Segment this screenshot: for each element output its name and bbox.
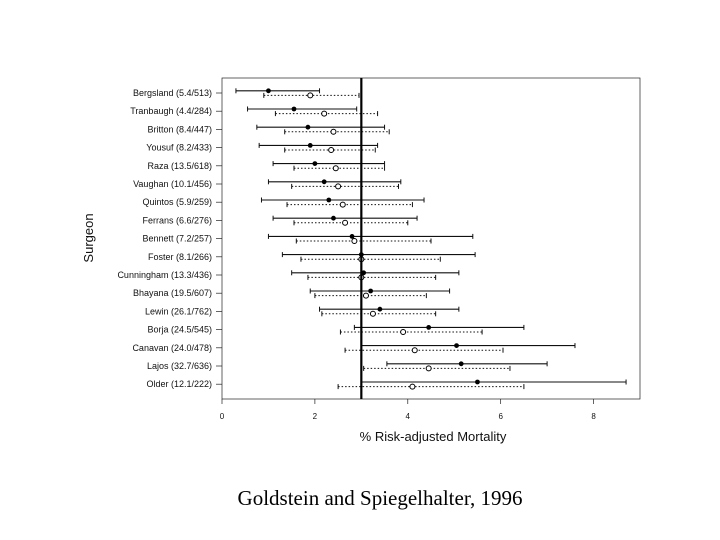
raw-estimate-point	[475, 379, 480, 385]
surgeon-row: Britton (8.4/447)	[147, 124, 390, 135]
raw-estimate-point	[426, 325, 432, 330]
adjusted-estimate-point	[328, 147, 335, 153]
adjusted-estimate-point	[362, 292, 369, 299]
raw-estimate-point	[312, 161, 318, 167]
adjusted-estimate-point	[342, 219, 349, 226]
surgeon-label: Cunningham (13.3/436)	[117, 270, 212, 280]
adjusted-estimate-point	[411, 347, 418, 354]
surgeon-label: Lajos (32.7/636)	[147, 361, 212, 371]
adjusted-estimate-point	[332, 165, 339, 172]
surgeon-row: Bergsland (5.4/513)	[133, 88, 360, 99]
surgeon-label: Borja (24.5/545)	[147, 325, 212, 335]
adjusted-estimate-point	[339, 201, 346, 208]
adjusted-estimate-point	[409, 383, 416, 390]
surgeon-label: Ferrans (6.6/276)	[142, 215, 212, 225]
x-tick-label: 0	[220, 412, 225, 421]
surgeon-label: Bhayana (19.5/607)	[133, 288, 212, 298]
raw-estimate-point	[307, 143, 313, 148]
adjusted-estimate-point	[425, 365, 432, 372]
surgeon-label: Quintos (5.9/259)	[142, 197, 212, 207]
surgeon-row: Bhayana (19.5/607)	[133, 288, 451, 299]
x-axis: 0 2 4 6 8	[220, 399, 596, 421]
surgeon-row: Bennett (7.2/257)	[142, 234, 474, 244]
surgeon-row: Borja (24.5/545)	[147, 325, 525, 335]
surgeon-label: Bennett (7.2/257)	[142, 234, 212, 244]
raw-estimate-point	[291, 106, 297, 112]
raw-estimate-point	[331, 215, 336, 221]
surgeon-row: Older (12.1/222)	[146, 379, 627, 390]
surgeon-label: Britton (8.4/447)	[147, 124, 212, 134]
raw-estimate-point	[458, 361, 464, 367]
surgeon-label: Canavan (24.0/478)	[132, 343, 212, 353]
raw-estimate-point	[349, 234, 355, 239]
raw-estimate-point	[266, 88, 271, 94]
surgeon-row: Yousuf (8.2/433)	[146, 143, 379, 153]
x-tick-label: 4	[406, 412, 411, 421]
surgeon-label: Bergsland (5.4/513)	[133, 88, 212, 98]
adjusted-estimate-point	[335, 183, 342, 190]
surgeon-label: Lewin (26.1/762)	[145, 306, 212, 316]
surgeon-label: Older (12.1/222)	[146, 379, 212, 389]
adjusted-estimate-point	[369, 310, 376, 317]
surgeon-row: Vaughan (10.1/456)	[133, 179, 402, 190]
adjusted-estimate-point	[330, 128, 337, 135]
adjusted-estimate-point	[321, 110, 328, 117]
raw-estimate-point	[305, 124, 311, 130]
x-axis-title: % Risk-adjusted Mortality	[360, 429, 507, 444]
raw-estimate-point	[326, 197, 332, 203]
surgeon-label: Yousuf (8.2/433)	[146, 143, 212, 153]
adjusted-estimate-point	[307, 92, 314, 99]
surgeon-label: Vaughan (10.1/456)	[133, 179, 212, 189]
surgeon-row: Raza (13.5/618)	[147, 161, 386, 172]
surgeon-label: Foster (8.1/266)	[148, 252, 212, 262]
surgeon-rows: Bergsland (5.4/513) Tranbaugh (4.4/284) Br…	[117, 88, 627, 390]
surgeon-row: Quintos (5.9/259)	[142, 197, 425, 208]
surgeon-row: Ferrans (6.6/276)	[142, 215, 418, 226]
surgeon-row: Cunningham (13.3/436)	[117, 270, 460, 281]
adjusted-estimate-point	[351, 238, 358, 244]
raw-estimate-point	[377, 306, 383, 312]
y-axis-title: Surgeon	[81, 213, 96, 262]
surgeon-label: Tranbaugh (4.4/284)	[130, 106, 212, 116]
surgeon-row: Foster (8.1/266)	[148, 252, 476, 263]
surgeon-row: Tranbaugh (4.4/284)	[130, 106, 379, 117]
surgeon-row: Lajos (32.7/636)	[147, 361, 548, 372]
x-tick-label: 2	[313, 412, 318, 421]
surgeon-row: Lewin (26.1/762)	[145, 306, 460, 317]
raw-estimate-point	[368, 288, 374, 294]
raw-estimate-point	[321, 179, 327, 185]
figure-caption: Goldstein and Spiegelhalter, 1996	[237, 486, 523, 510]
raw-estimate-point	[454, 343, 459, 348]
x-tick-label: 8	[591, 412, 596, 421]
surgeon-label: Raza (13.5/618)	[147, 161, 212, 171]
surgeon-row: Canavan (24.0/478)	[132, 343, 576, 354]
adjusted-estimate-point	[400, 329, 407, 335]
x-tick-label: 6	[498, 412, 503, 421]
raw-estimate-point	[361, 270, 367, 276]
